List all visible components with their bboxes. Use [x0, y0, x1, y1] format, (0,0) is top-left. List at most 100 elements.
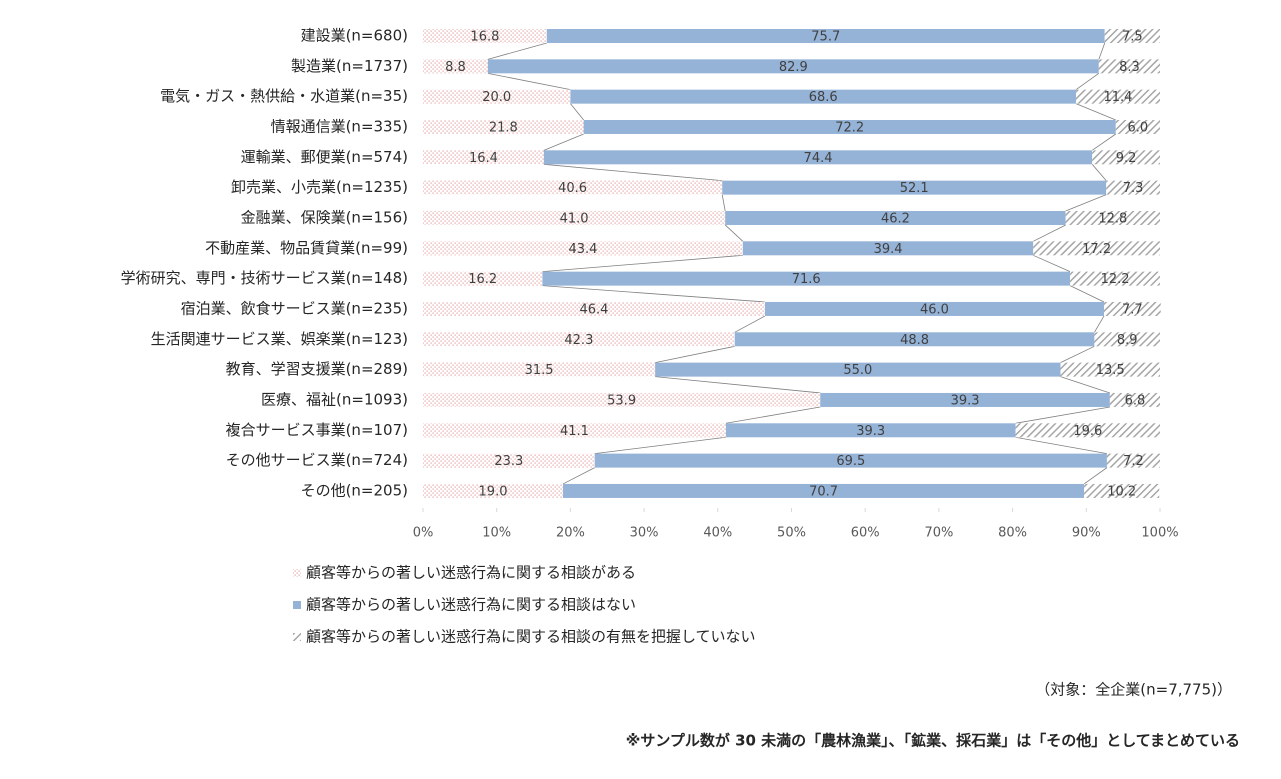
bar-segment: [1070, 271, 1160, 286]
bar-segment: [423, 29, 547, 43]
bar-segment: [423, 301, 765, 316]
value-label: 10.2: [1107, 484, 1136, 499]
category-label: その他(n=205): [301, 481, 408, 499]
series-line: [1098, 42, 1106, 60]
series-line: [1065, 194, 1107, 212]
category-label: 製造業(n=1737): [291, 57, 408, 75]
bar-segment: [725, 210, 1066, 225]
value-label: 41.1: [560, 424, 589, 439]
legend-label: 顧客等からの著しい迷惑行為に関する相談はない: [306, 596, 636, 614]
value-label: 7.5: [1122, 30, 1143, 45]
bar-segment: [423, 180, 723, 195]
series-line: [542, 285, 765, 303]
bar-segment: [1103, 301, 1161, 316]
category-label: 建設業(n=680): [301, 27, 408, 45]
series-line: [721, 194, 726, 212]
bar-segment: [423, 392, 821, 407]
bar-segment: [563, 483, 1085, 498]
bar-segment: [543, 150, 1093, 165]
series-line: [543, 133, 584, 151]
value-label: 75.7: [811, 30, 840, 45]
series-line: [562, 467, 595, 485]
value-label: 39.3: [951, 393, 980, 408]
series-line: [1075, 73, 1100, 90]
category-label: 宿泊業、飲食サービス業(n=235): [181, 299, 408, 317]
x-tick-label: 60%: [851, 526, 880, 541]
value-label: 72.2: [835, 120, 864, 135]
value-label: 16.2: [468, 272, 497, 287]
value-label: 53.9: [607, 393, 636, 408]
value-label: 52.1: [900, 181, 929, 196]
value-label: 19.6: [1073, 424, 1102, 439]
x-tick-label: 90%: [1072, 526, 1101, 541]
x-tick-label: 80%: [998, 526, 1027, 541]
bar-segment: [1098, 59, 1160, 74]
bar-segment: [423, 210, 726, 225]
bar-segment: [423, 271, 543, 286]
value-label: 39.4: [874, 242, 903, 257]
category-label: 運輸業、郵便業(n=574): [241, 148, 408, 166]
bar-segment: [423, 150, 544, 165]
bar-segment: [423, 59, 488, 74]
x-tick-label: 10%: [482, 526, 511, 541]
value-label: 16.8: [470, 30, 499, 45]
bar-segment: [423, 423, 726, 438]
bar-segment: [722, 180, 1107, 195]
value-label: 55.0: [843, 363, 872, 378]
bar-segment: [423, 453, 595, 468]
series-line: [487, 42, 547, 60]
value-label: 8.3: [1119, 60, 1140, 75]
series-line: [1091, 133, 1117, 151]
bar-segment: [1104, 29, 1160, 43]
annotation: ※サンプル数が 30 未満の「農林漁業」、「鉱業、採石業」は「その他」としてまと…: [626, 732, 1240, 750]
value-label: 31.5: [525, 363, 554, 378]
value-label: 12.8: [1098, 211, 1127, 226]
value-label: 8.9: [1117, 333, 1138, 348]
bar-segment: [423, 362, 656, 377]
bar-segment: [423, 241, 743, 256]
value-label: 71.6: [792, 272, 821, 287]
series-line: [1069, 285, 1105, 303]
value-label: 20.0: [482, 90, 511, 105]
legend-label: 顧客等からの著しい迷惑行為に関する相談がある: [306, 564, 636, 582]
value-label: 17.2: [1082, 242, 1111, 257]
series-line: [1015, 406, 1110, 424]
value-label: 8.8: [445, 60, 466, 75]
value-label: 21.8: [489, 120, 518, 135]
value-label: 46.2: [881, 211, 910, 226]
value-label: 9.2: [1116, 151, 1137, 166]
category-label: 電気・ガス・熱供給・水道業(n=35): [160, 87, 408, 105]
series-line: [724, 224, 744, 242]
category-label: 学術研究、専門・技術サービス業(n=148): [121, 269, 408, 287]
bar-segment: [1084, 483, 1160, 498]
value-label: 42.3: [564, 333, 593, 348]
category-label: 医療、福祉(n=1093): [261, 390, 408, 408]
x-tick-label: 30%: [630, 526, 659, 541]
bar-segment: [1065, 210, 1160, 225]
bar-segment: [546, 29, 1105, 43]
annotation: （対象：全企業(n=7,775)）: [1035, 681, 1232, 699]
legend-swatch: [293, 601, 301, 609]
bar-segment: [594, 453, 1107, 468]
category-label: 卸売業、小売業(n=1235): [231, 178, 408, 196]
value-label: 12.2: [1101, 272, 1130, 287]
x-tick-label: 100%: [1141, 526, 1178, 541]
bar-segment: [725, 423, 1016, 438]
bar-segment: [1109, 392, 1160, 407]
series-line: [542, 254, 743, 273]
series-line: [734, 315, 766, 333]
value-label: 16.4: [469, 151, 498, 166]
bar-segment: [423, 119, 584, 134]
legend-swatch: [293, 569, 301, 577]
series-line: [487, 72, 571, 91]
series-line: [1033, 224, 1066, 242]
series-line: [655, 345, 735, 364]
bar-segment: [1015, 423, 1160, 438]
x-tick-label: 40%: [703, 526, 732, 541]
value-label: 7.7: [1122, 302, 1143, 317]
category-label: 複合サービス事業(n=107): [226, 421, 408, 439]
value-label: 23.3: [494, 454, 523, 469]
category-label: 金融業、保険業(n=156): [241, 208, 408, 226]
bar-segment: [820, 392, 1110, 407]
